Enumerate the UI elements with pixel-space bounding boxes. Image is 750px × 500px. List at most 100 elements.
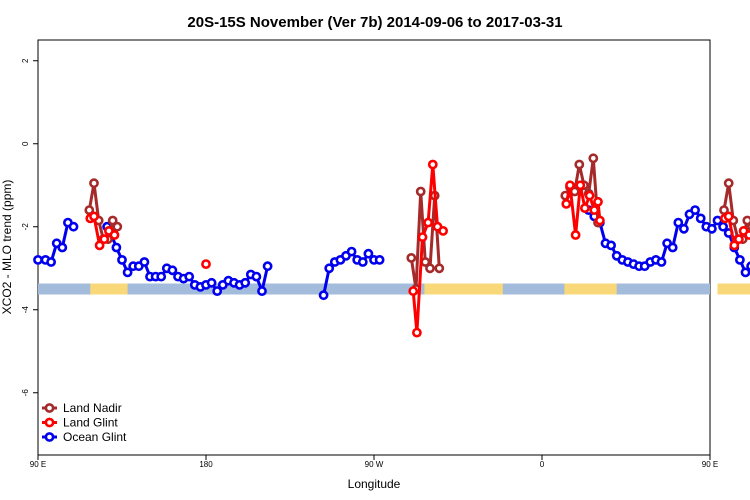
- ticks-layer: 90 E 180 90 W 0 90 E 2 0 -2 -4 -6: [21, 58, 718, 469]
- ocean-glint-point: [184, 271, 195, 282]
- land-glint-point: [417, 232, 428, 242]
- land-glint-point: [723, 211, 734, 222]
- land-glint-point: [408, 286, 419, 296]
- y-tick-label: 2: [21, 58, 30, 63]
- ocean-glint-point: [240, 277, 251, 288]
- x-axis-label: Longitude: [348, 477, 401, 491]
- series-land-glint: [85, 159, 750, 338]
- ocean-glint-point: [735, 254, 745, 265]
- land-nadir-point: [89, 178, 99, 189]
- ocean-glint-point: [318, 290, 329, 301]
- land-nadir-point: [574, 159, 585, 170]
- land-glint-point: [595, 215, 605, 226]
- land-glint-point: [575, 180, 586, 191]
- ocean-glint-point: [122, 267, 133, 278]
- land-mask-segment-2: [564, 283, 617, 295]
- y-tick-label: -4: [21, 306, 30, 314]
- ocean-glint-point: [746, 261, 750, 271]
- land-glint-point: [589, 205, 600, 215]
- ocean-glint-point: [212, 286, 223, 296]
- land-nadir-point: [434, 263, 445, 274]
- land-nadir-point: [425, 263, 435, 274]
- land-nadir-point: [406, 252, 417, 263]
- land-glint-point: [570, 230, 581, 240]
- legend-label-land-glint: Land Glint: [63, 416, 118, 430]
- legend-marker-land-nadir: [44, 403, 55, 413]
- ocean-glint-point: [707, 223, 717, 234]
- ocean-glint-point: [357, 257, 368, 267]
- land-mask-segment-3: [717, 283, 750, 295]
- land-glint-point: [94, 240, 105, 251]
- legend-label-ocean-glint: Ocean Glint: [63, 430, 127, 444]
- series-ocean-glint: [33, 205, 750, 301]
- ocean-mask-band: [38, 283, 710, 295]
- land-glint-point: [427, 159, 438, 170]
- land-glint-point: [729, 240, 740, 251]
- ocean-glint-point: [606, 240, 616, 251]
- ocean-glint-point: [33, 254, 43, 265]
- legend-marker-ocean-glint: [44, 432, 55, 442]
- land-mask-segment-1: [424, 283, 503, 295]
- y-tick-label: -2: [21, 223, 30, 231]
- ocean-glint-point: [206, 277, 217, 288]
- land-glint-point: [201, 259, 211, 269]
- ocean-glint-point: [363, 248, 374, 259]
- x-tick-label: 180: [199, 460, 213, 469]
- x-tick-label: 90 E: [702, 460, 718, 469]
- ocean-glint-point: [656, 257, 667, 267]
- land-glint-point: [584, 190, 595, 201]
- y-tick-label: 0: [21, 141, 30, 146]
- land-nadir-point: [588, 153, 599, 164]
- ocean-glint-point: [68, 221, 79, 232]
- land-nadir-point: [107, 215, 118, 226]
- ocean-glint-point: [673, 217, 684, 228]
- land-nadir-point: [415, 186, 426, 197]
- ocean-glint-point: [111, 242, 122, 253]
- ocean-glint-point: [139, 257, 150, 267]
- land-glint-point: [744, 230, 750, 240]
- land-mask-segment-0: [90, 283, 128, 295]
- ocean-glint-point: [695, 213, 706, 224]
- legend-marker-land-glint: [44, 417, 55, 428]
- ocean-glint-point: [667, 242, 678, 253]
- ocean-glint-point: [324, 263, 335, 274]
- ocean-glint-point: [262, 261, 273, 272]
- x-tick-label: 90 W: [365, 460, 384, 469]
- ocean-glint-point: [679, 223, 689, 234]
- land-glint-point: [734, 234, 744, 245]
- x-tick-label: 0: [540, 460, 545, 469]
- x-tick-label: 90 E: [30, 460, 46, 469]
- land-glint-point: [109, 230, 120, 240]
- land-nadir-point: [742, 215, 750, 226]
- ocean-glint-point: [156, 271, 167, 282]
- land-glint-point: [565, 180, 575, 191]
- land-nadir-point: [723, 178, 734, 189]
- land-glint-point: [580, 203, 590, 213]
- ocean-glint-point: [117, 254, 127, 265]
- ocean-glint-point: [46, 257, 56, 267]
- ocean-glint-point: [718, 221, 728, 232]
- ocean-glint-point: [690, 205, 700, 215]
- land-glint-point: [438, 225, 448, 236]
- ocean-glint-point: [257, 286, 267, 296]
- legend-label-land-nadir: Land Nadir: [63, 401, 122, 415]
- series-land-nadir: [84, 153, 750, 294]
- series-layer: [33, 153, 750, 338]
- land-ocean-mask: [38, 283, 750, 295]
- ocean-glint-point: [251, 271, 262, 282]
- chart-title: 20S-15S November (Ver 7b) 2014-09-06 to …: [187, 14, 562, 31]
- land-glint-point: [593, 196, 603, 207]
- ocean-glint-point: [167, 265, 178, 276]
- y-axis-label: XCO2 - MLO trend (ppm): [0, 180, 14, 315]
- land-nadir-point: [112, 221, 123, 232]
- land-glint-point: [561, 198, 572, 209]
- land-glint-point: [99, 234, 110, 245]
- y-tick-label: -6: [21, 389, 30, 397]
- ocean-glint-point: [57, 242, 68, 253]
- ocean-glint-point: [346, 246, 357, 257]
- land-glint-point: [411, 327, 422, 338]
- ocean-glint-point: [374, 254, 385, 265]
- land-glint-point: [89, 211, 99, 222]
